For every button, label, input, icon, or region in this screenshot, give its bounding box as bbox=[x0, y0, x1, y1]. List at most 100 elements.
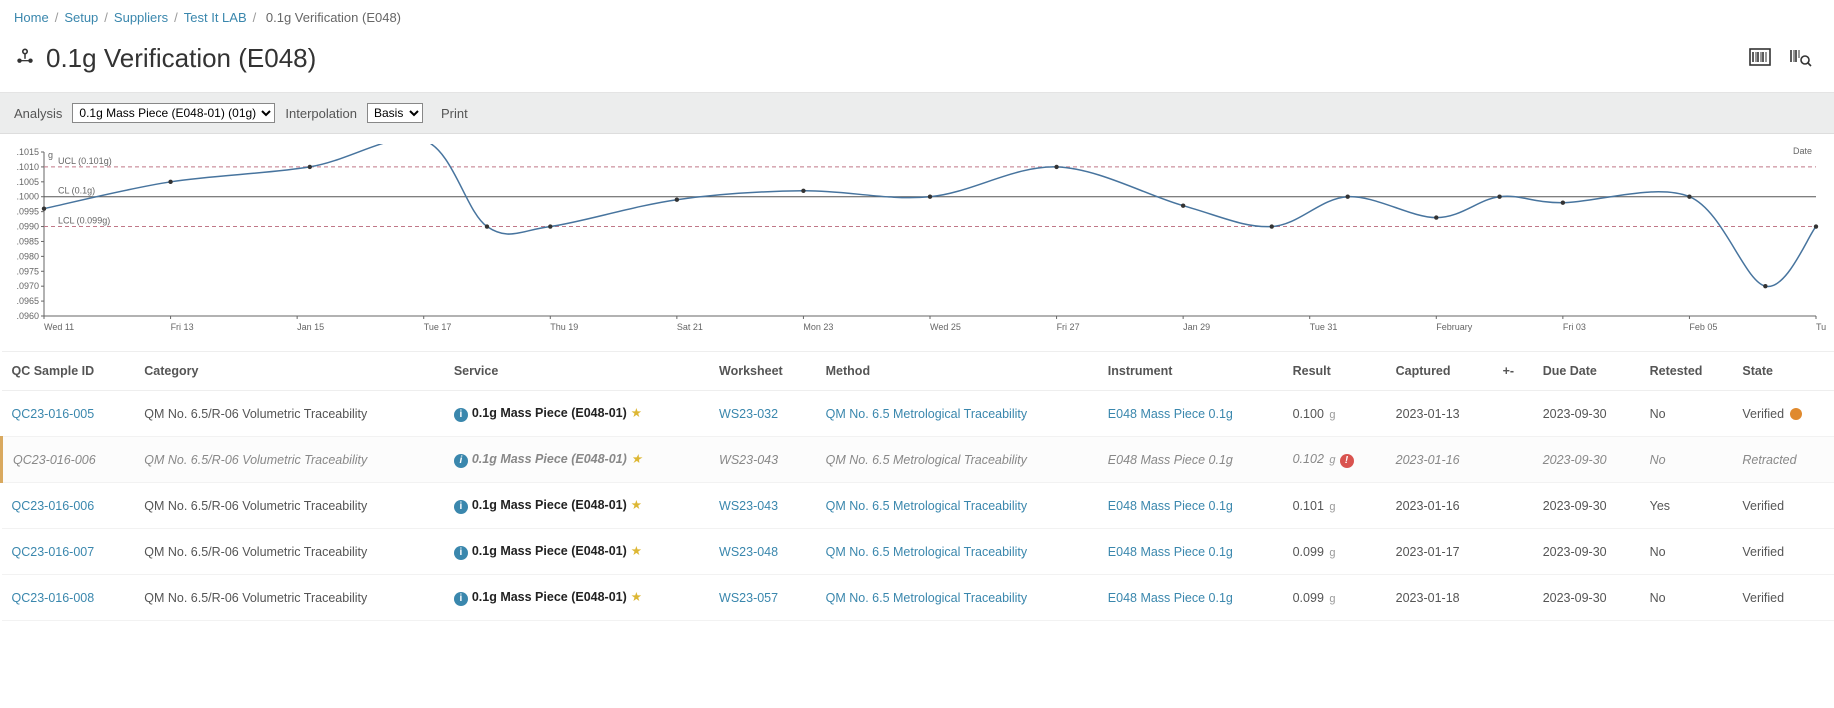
instrument-link[interactable]: E048 Mass Piece 0.1g bbox=[1108, 545, 1233, 559]
cell-service: i0.1g Mass Piece (E048-01)★ bbox=[444, 483, 709, 529]
svg-text:Jan 29: Jan 29 bbox=[1183, 322, 1210, 332]
cell-worksheet: WS23-032 bbox=[709, 391, 816, 437]
breadcrumb: Home/Setup/Suppliers/Test It LAB/ 0.1g V… bbox=[0, 0, 1834, 35]
breadcrumb-link[interactable]: Home bbox=[14, 10, 49, 25]
cell-retested: No bbox=[1640, 391, 1733, 437]
worksheet-link[interactable]: WS23-032 bbox=[719, 407, 778, 421]
column-header[interactable]: Captured bbox=[1386, 352, 1493, 391]
sample-id-link[interactable]: QC23-016-006 bbox=[12, 499, 95, 513]
cell-captured: 2023-01-16 bbox=[1386, 437, 1493, 483]
svg-text:Tue 31: Tue 31 bbox=[1310, 322, 1338, 332]
star-icon[interactable]: ★ bbox=[631, 498, 642, 512]
star-icon[interactable]: ★ bbox=[631, 590, 642, 604]
method-link[interactable]: QM No. 6.5 Metrological Traceability bbox=[826, 453, 1027, 467]
analysis-select[interactable]: 0.1g Mass Piece (E048-01) (01g) bbox=[72, 103, 275, 123]
state-flag-icon bbox=[1790, 408, 1802, 420]
barcode-search-icon[interactable] bbox=[1788, 45, 1812, 72]
cell-service: i0.1g Mass Piece (E048-01)★ bbox=[444, 391, 709, 437]
cell-id: QC23-016-006 bbox=[2, 483, 135, 529]
method-link[interactable]: QM No. 6.5 Metrological Traceability bbox=[826, 499, 1027, 513]
instrument-link[interactable]: E048 Mass Piece 0.1g bbox=[1108, 499, 1233, 513]
print-button[interactable]: Print bbox=[441, 106, 468, 121]
table-row[interactable]: QC23-016-007QM No. 6.5/R-06 Volumetric T… bbox=[2, 529, 1834, 575]
cell-category: QM No. 6.5/R-06 Volumetric Traceability bbox=[134, 391, 444, 437]
column-header[interactable]: Category bbox=[134, 352, 444, 391]
svg-text:.0980: .0980 bbox=[16, 251, 39, 261]
table-row[interactable]: QC23-016-008QM No. 6.5/R-06 Volumetric T… bbox=[2, 575, 1834, 621]
sample-id-link[interactable]: QC23-016-007 bbox=[12, 545, 95, 559]
cell-due: 2023-09-30 bbox=[1533, 575, 1640, 621]
cell-method: QM No. 6.5 Metrological Traceability bbox=[816, 483, 1098, 529]
sample-id-link[interactable]: QC23-016-006 bbox=[13, 453, 96, 467]
cell-state: Retracted bbox=[1732, 437, 1834, 483]
column-header[interactable]: Due Date bbox=[1533, 352, 1640, 391]
instrument-link[interactable]: E048 Mass Piece 0.1g bbox=[1108, 453, 1233, 467]
pin-graph-icon bbox=[14, 46, 36, 71]
column-header[interactable]: Retested bbox=[1640, 352, 1733, 391]
worksheet-link[interactable]: WS23-057 bbox=[719, 591, 778, 605]
column-header[interactable]: Service bbox=[444, 352, 709, 391]
info-icon[interactable]: i bbox=[454, 546, 468, 560]
svg-text:Date: Date bbox=[1793, 146, 1812, 156]
cell-instrument: E048 Mass Piece 0.1g bbox=[1098, 437, 1283, 483]
breadcrumb-link[interactable]: Setup bbox=[64, 10, 98, 25]
breadcrumb-link[interactable]: Test It LAB bbox=[184, 10, 247, 25]
info-icon[interactable]: i bbox=[454, 408, 468, 422]
cell-retested: Yes bbox=[1640, 483, 1733, 529]
worksheet-link[interactable]: WS23-048 bbox=[719, 545, 778, 559]
svg-text:Sat 21: Sat 21 bbox=[677, 322, 703, 332]
column-header[interactable]: State bbox=[1732, 352, 1834, 391]
cell-captured: 2023-01-16 bbox=[1386, 483, 1493, 529]
method-link[interactable]: QM No. 6.5 Metrological Traceability bbox=[826, 407, 1027, 421]
svg-text:.0960: .0960 bbox=[16, 311, 39, 321]
instrument-link[interactable]: E048 Mass Piece 0.1g bbox=[1108, 591, 1233, 605]
star-icon[interactable]: ★ bbox=[631, 544, 642, 558]
svg-text:.0970: .0970 bbox=[16, 281, 39, 291]
column-header[interactable]: Instrument bbox=[1098, 352, 1283, 391]
breadcrumb-link[interactable]: Suppliers bbox=[114, 10, 168, 25]
cell-retested: No bbox=[1640, 529, 1733, 575]
column-header[interactable]: Worksheet bbox=[709, 352, 816, 391]
table-row[interactable]: QC23-016-005 QM No. 6.5/R-06 Volumetric T… bbox=[2, 391, 1834, 437]
cell-pm bbox=[1493, 391, 1533, 437]
instrument-link[interactable]: E048 Mass Piece 0.1g bbox=[1108, 407, 1233, 421]
cell-pm bbox=[1493, 575, 1533, 621]
worksheet-link[interactable]: WS23-043 bbox=[719, 453, 778, 467]
svg-text:Thu 19: Thu 19 bbox=[550, 322, 578, 332]
column-header[interactable]: QC Sample ID bbox=[2, 352, 135, 391]
barcode-icon[interactable] bbox=[1748, 45, 1772, 72]
cell-method: QM No. 6.5 Metrological Traceability bbox=[816, 437, 1098, 483]
cell-due: 2023-09-30 bbox=[1533, 529, 1640, 575]
info-icon[interactable]: i bbox=[454, 592, 468, 606]
table-row[interactable]: QC23-016-006QM No. 6.5/R-06 Volumetric T… bbox=[2, 483, 1834, 529]
star-icon[interactable]: ★ bbox=[631, 452, 642, 466]
svg-text:Fri 13: Fri 13 bbox=[171, 322, 194, 332]
table-row[interactable]: QC23-016-006 QM No. 6.5/R-06 Volumetric T… bbox=[2, 437, 1834, 483]
cell-category: QM No. 6.5/R-06 Volumetric Traceability bbox=[134, 437, 444, 483]
interpolation-select[interactable]: Basis bbox=[367, 103, 423, 123]
method-link[interactable]: QM No. 6.5 Metrological Traceability bbox=[826, 591, 1027, 605]
info-icon[interactable]: i bbox=[454, 500, 468, 514]
sample-id-link[interactable]: QC23-016-005 bbox=[12, 407, 95, 421]
toolbar: Analysis 0.1g Mass Piece (E048-01) (01g)… bbox=[0, 93, 1834, 134]
column-header[interactable]: Method bbox=[816, 352, 1098, 391]
svg-text:Feb 05: Feb 05 bbox=[1689, 322, 1717, 332]
cell-captured: 2023-01-17 bbox=[1386, 529, 1493, 575]
sample-id-link[interactable]: QC23-016-008 bbox=[12, 591, 95, 605]
cell-pm bbox=[1493, 483, 1533, 529]
star-icon[interactable]: ★ bbox=[631, 406, 642, 420]
cell-due: 2023-09-30 bbox=[1533, 391, 1640, 437]
column-header[interactable]: Result bbox=[1283, 352, 1386, 391]
info-icon[interactable]: i bbox=[454, 454, 468, 468]
cell-retested: No bbox=[1640, 437, 1733, 483]
svg-text:.0990: .0990 bbox=[16, 222, 39, 232]
cell-worksheet: WS23-048 bbox=[709, 529, 816, 575]
cell-instrument: E048 Mass Piece 0.1g bbox=[1098, 529, 1283, 575]
cell-method: QM No. 6.5 Metrological Traceability bbox=[816, 529, 1098, 575]
svg-text:Tue 07: Tue 07 bbox=[1816, 322, 1826, 332]
worksheet-link[interactable]: WS23-043 bbox=[719, 499, 778, 513]
svg-text:Fri 27: Fri 27 bbox=[1057, 322, 1080, 332]
column-header[interactable]: +- bbox=[1493, 352, 1533, 391]
method-link[interactable]: QM No. 6.5 Metrological Traceability bbox=[826, 545, 1027, 559]
page-title: 0.1g Verification (E048) bbox=[46, 43, 316, 74]
